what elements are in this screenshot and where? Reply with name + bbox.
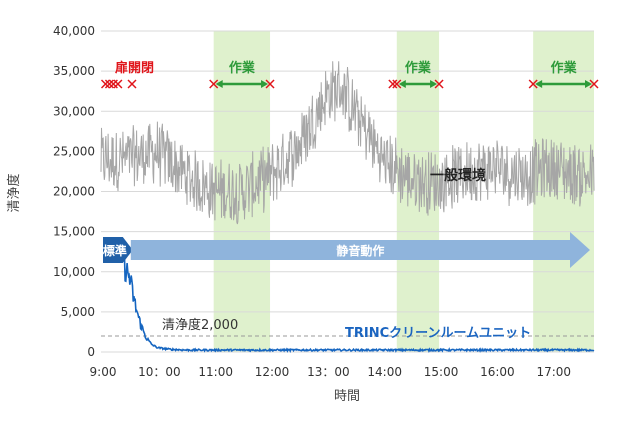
y-tick-label-0: 0	[87, 345, 95, 359]
door-event-marker-1	[104, 79, 114, 89]
work-interval-arrowhead-2	[585, 80, 592, 88]
door-event-marker-w2b	[589, 79, 599, 89]
series-trinc	[123, 247, 595, 353]
y-tick-label-2: 10,000	[53, 265, 95, 279]
marker-stroke	[434, 79, 444, 89]
work-interval-arrowhead-0	[261, 80, 269, 88]
marker-stroke	[209, 79, 219, 89]
door-event-marker-0	[100, 79, 111, 89]
door-event-marker-3	[113, 79, 123, 89]
x-tick-label-8: 17:00	[536, 365, 571, 379]
x-tick-label-7: 16:00	[480, 365, 515, 379]
x-tick-label-3: 12:00	[255, 365, 290, 379]
marker-stroke	[104, 79, 114, 89]
marker-stroke	[100, 79, 111, 89]
marker-stroke	[265, 79, 275, 89]
series-line-general	[100, 61, 595, 225]
y-axis: 0 5,000 10,000 15,000 20,000 25,000 30,000 35,0…	[53, 24, 95, 359]
marker-stroke	[127, 79, 137, 89]
door-event-marker-w2a	[528, 79, 538, 89]
door-event-marker-2	[108, 79, 118, 89]
work-interval-arrowhead-1	[430, 80, 438, 88]
work-interval-arrowhead-1	[398, 80, 406, 88]
x-tick-label-0: 9:00	[90, 365, 117, 379]
y-axis-title: 清浄度	[6, 173, 22, 212]
mode-arrows: 標準 静音動作	[103, 232, 590, 268]
work-interval-arrowhead-2	[535, 80, 543, 88]
x-tick-label-4: 13：00	[307, 365, 350, 379]
y-tick-label-5: 25,000	[53, 144, 95, 158]
marker-stroke	[589, 79, 599, 89]
x-axis: 9:00 10：00 11:00 12:00 13：00 14:00 15:00 16:00 1…	[90, 365, 572, 379]
door-event-marker-w1b	[434, 79, 444, 89]
door-event-label: 扉開閉	[115, 60, 154, 76]
y-tick-label-7: 35,000	[53, 64, 95, 78]
series-line-trinc	[123, 247, 595, 353]
arrow-standard-label: 標準	[103, 243, 127, 258]
series-general	[100, 61, 595, 225]
y-tick-label-3: 15,000	[53, 225, 95, 239]
x-axis-title: 時間	[334, 389, 360, 404]
work-label-2: 作業	[551, 60, 578, 76]
work-label-1: 作業	[405, 60, 432, 76]
event-markers: 扉開閉 作業 作業 作業	[100, 60, 599, 89]
general-environment-label: 一般環境	[430, 167, 486, 184]
door-event-marker-4	[127, 79, 137, 89]
marker-stroke	[392, 79, 402, 89]
marker-stroke	[113, 79, 123, 89]
marker-stroke	[388, 79, 398, 89]
arrow-quiet	[130, 232, 590, 268]
annotations: 一般環境 TRINCクリーンルームユニット	[345, 167, 531, 341]
x-tick-label-5: 14:00	[367, 365, 402, 379]
door-event-marker-5	[388, 79, 398, 89]
reference-line: 清浄度2,000	[101, 317, 594, 337]
y-tick-label-4: 20,000	[53, 185, 95, 199]
marker-stroke	[528, 79, 538, 89]
x-tick-label-6: 15:00	[424, 365, 459, 379]
trinc-label: TRINCクリーンルームユニット	[345, 326, 531, 341]
arrow-standard	[103, 237, 133, 263]
door-event-marker-w0a	[209, 79, 219, 89]
reference-line-label: 清浄度2,000	[162, 317, 238, 333]
work-interval-arrowhead-0	[215, 80, 223, 88]
door-event-marker-w0b	[265, 79, 275, 89]
y-tick-label-6: 30,000	[53, 104, 95, 118]
x-tick-label-2: 11:00	[198, 365, 233, 379]
x-tick-label-1: 10：00	[138, 365, 181, 379]
gridlines	[101, 30, 594, 353]
y-tick-label-8: 40,000	[53, 24, 95, 38]
door-event-marker-w1a	[392, 79, 402, 89]
y-tick-label-1: 5,000	[61, 305, 95, 319]
work-label-0: 作業	[229, 60, 256, 76]
arrow-quiet-label: 静音動作	[336, 243, 384, 258]
